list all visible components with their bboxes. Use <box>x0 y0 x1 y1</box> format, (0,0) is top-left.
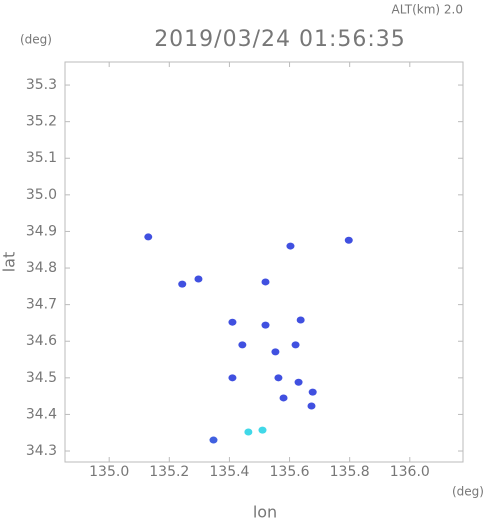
echo <box>286 242 295 250</box>
x-tick-label: 135.6 <box>270 464 310 480</box>
echo <box>271 348 280 356</box>
x-unit: (deg) <box>452 485 484 499</box>
echo <box>209 436 218 444</box>
echo <box>228 374 237 382</box>
echo <box>274 374 283 382</box>
echo <box>261 321 270 329</box>
x-tick-label: 135.4 <box>209 464 249 480</box>
y-tick-label: 34.6 <box>26 333 57 349</box>
x-tick-label: 135.8 <box>330 464 370 480</box>
echo <box>258 426 267 434</box>
y-tick-label: 35.2 <box>26 114 57 130</box>
y-tick-label: 35.1 <box>26 150 57 166</box>
echo <box>307 402 316 410</box>
plot-frame <box>64 61 464 463</box>
y-tick-label: 34.4 <box>26 406 57 422</box>
echo <box>178 280 187 288</box>
echo <box>279 394 288 402</box>
y-tick-label: 35.3 <box>26 77 57 93</box>
x-tick-label: 136.0 <box>390 464 430 480</box>
echo <box>238 341 247 349</box>
echo <box>296 316 305 324</box>
y-tick-label: 34.3 <box>26 443 57 459</box>
y-axis-label: lat <box>0 252 19 273</box>
echo <box>194 275 203 283</box>
y-tick-label: 34.7 <box>26 297 57 313</box>
echo <box>228 318 237 326</box>
y-tick-label: 34.8 <box>26 260 57 276</box>
echo <box>144 233 153 241</box>
y-unit: (deg) <box>20 33 52 47</box>
chart-title: 2019/03/24 01:56:35 <box>154 27 406 52</box>
altitude-label: ALT(km) 2.0 <box>392 3 463 17</box>
y-tick-label: 34.5 <box>26 370 57 386</box>
echo <box>294 378 303 386</box>
echo <box>291 341 300 349</box>
x-tick-label: 135.0 <box>89 464 129 480</box>
echo <box>308 388 317 396</box>
echo <box>244 428 253 436</box>
echo <box>261 278 270 286</box>
y-tick-label: 35.0 <box>26 187 57 203</box>
y-tick-label: 34.9 <box>26 223 57 239</box>
x-tick-label: 135.2 <box>149 464 189 480</box>
x-axis-label: lon <box>253 503 277 521</box>
echo <box>344 236 353 244</box>
